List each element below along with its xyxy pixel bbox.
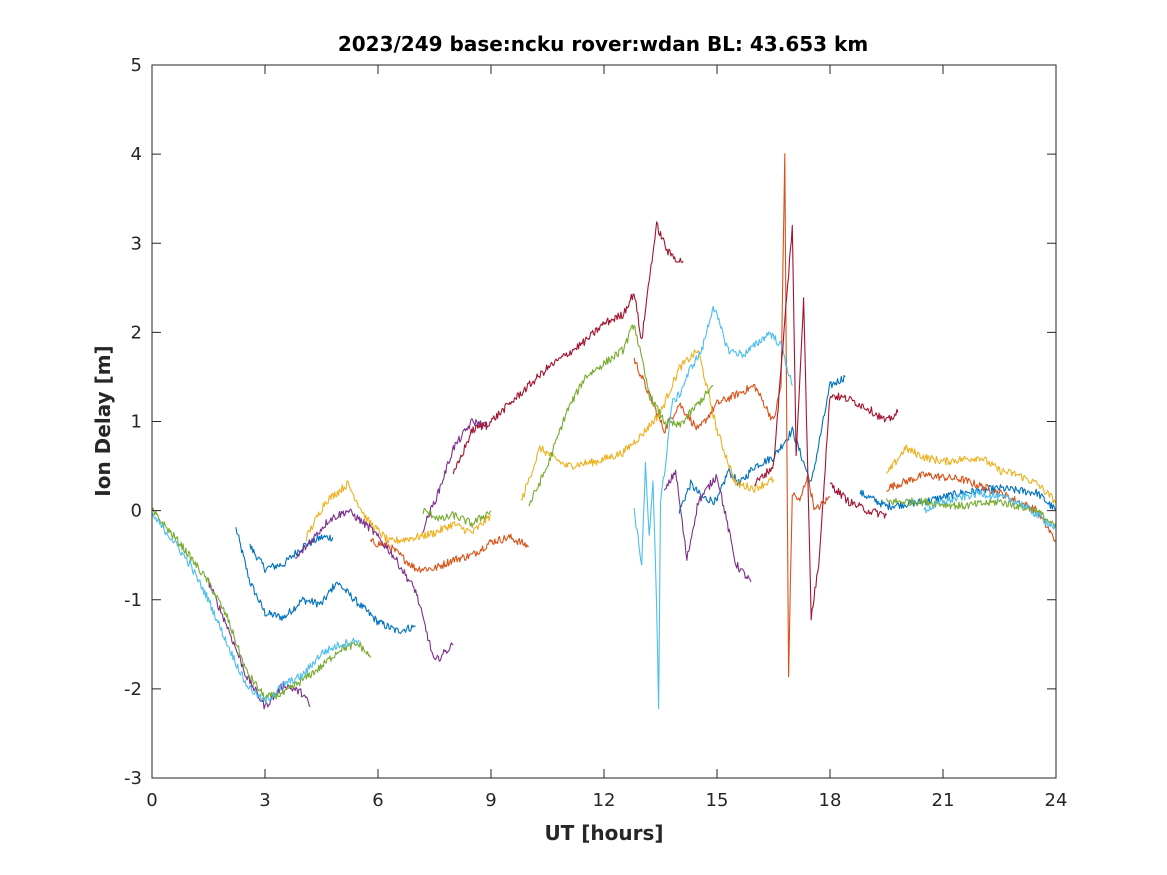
series-line-19: [151, 513, 360, 705]
series-layer: [151, 153, 1057, 710]
x-tick-label: 12: [593, 790, 616, 811]
series-line-4: [859, 484, 1057, 511]
series-line-2: [336, 581, 416, 634]
y-tick-label: -2: [124, 679, 142, 700]
series-line-6: [633, 153, 831, 678]
series-line-8: [305, 480, 492, 544]
x-tick-label: 15: [706, 790, 729, 811]
y-tick-label: 0: [131, 501, 142, 522]
y-tick-label: -1: [124, 590, 142, 611]
series-line-14: [663, 469, 752, 583]
y-tick-label: 3: [131, 233, 142, 254]
series-line-5: [369, 533, 529, 573]
x-tick-label: 6: [372, 790, 383, 811]
x-tick-label: 18: [819, 790, 842, 811]
series-line-0: [235, 527, 338, 621]
x-axis-label: UT [hours]: [544, 821, 663, 845]
y-tick-label: -3: [124, 768, 142, 789]
chart-title: 2023/249 base:ncku rover:wdan BL: 43.653…: [338, 32, 868, 56]
y-tick-label: 4: [131, 144, 142, 165]
series-line-17: [528, 324, 714, 507]
series-line-22: [452, 221, 684, 475]
series-line-12: [295, 508, 454, 662]
series-line-16: [422, 508, 492, 528]
y-axis-label: Ion Delay [m]: [91, 345, 115, 496]
x-tick-label: 0: [146, 790, 157, 811]
series-line-3: [678, 374, 846, 514]
series-line-20: [633, 305, 793, 710]
plot-area: [152, 65, 1056, 778]
x-tick-label: 24: [1045, 790, 1068, 811]
series-line-1: [249, 534, 334, 574]
series-line-23: [754, 224, 899, 621]
y-tick-label: 5: [131, 55, 142, 76]
series-line-13: [422, 418, 488, 533]
y-tick-label: 1: [131, 412, 142, 433]
series-line-15: [151, 507, 372, 701]
series-line-21: [923, 489, 1057, 530]
series-line-9: [520, 349, 775, 501]
x-tick-label: 21: [932, 790, 955, 811]
series-line-10: [886, 444, 1057, 504]
x-tick-label: 9: [485, 790, 496, 811]
x-tick-label: 3: [259, 790, 270, 811]
series-line-11: [207, 578, 311, 710]
y-tick-label: 2: [131, 322, 142, 343]
series-line-24: [829, 482, 887, 519]
